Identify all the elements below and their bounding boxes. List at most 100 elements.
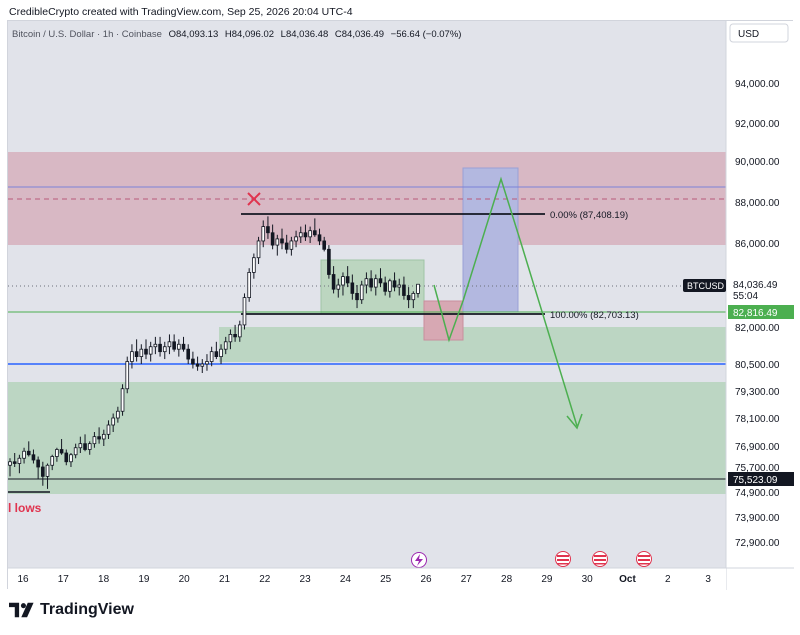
candle [200, 359, 205, 373]
resistance-zone [8, 152, 726, 245]
candle [162, 341, 167, 360]
time-tick-label: 3 [705, 574, 711, 585]
candle [336, 278, 341, 298]
candle [308, 226, 312, 243]
price-tick-label: 88,000.00 [735, 198, 780, 209]
candle [388, 278, 392, 298]
price-tick-label: 75,700.00 [735, 463, 780, 474]
price-tick-label: 92,000.00 [735, 119, 780, 130]
candle [50, 454, 55, 471]
candle [223, 336, 228, 355]
candle [26, 441, 31, 457]
tradingview-logo-icon [9, 602, 34, 618]
candle [369, 270, 373, 292]
time-tick-label: 25 [380, 574, 392, 585]
us-flag-event-icon[interactable] [636, 551, 652, 567]
svg-text:USD: USD [738, 29, 759, 40]
candle [359, 280, 364, 304]
candle [195, 356, 200, 371]
time-tick-label: 21 [219, 574, 231, 585]
projection-arrowhead-icon [566, 413, 583, 430]
time-tick-label: 18 [98, 574, 110, 585]
candle [247, 268, 251, 302]
low-value: 84,036.48 [286, 29, 328, 40]
time-axis[interactable] [8, 568, 726, 590]
candle [191, 351, 195, 369]
candle [8, 458, 12, 477]
open-value: 84,093.13 [176, 29, 218, 40]
svg-text:BTCUSD: BTCUSD [687, 281, 725, 291]
time-tick-label: 30 [582, 574, 594, 585]
candle [97, 427, 101, 444]
candle [78, 436, 83, 453]
candle [219, 344, 223, 364]
candle [373, 274, 378, 296]
candle [228, 329, 233, 350]
price-tick-label: 72,900.00 [735, 538, 780, 549]
tradingview-branding: TradingView [9, 601, 134, 619]
currency-button[interactable]: USD [729, 23, 789, 43]
close-value: 84,036.49 [342, 29, 384, 40]
candle [83, 434, 87, 452]
price-tick-label: 74,900.00 [735, 488, 780, 499]
candle [181, 336, 186, 352]
svg-text:84,036.49: 84,036.49 [733, 280, 778, 291]
candle [69, 453, 73, 467]
candle [327, 245, 331, 279]
symbol-title: Bitcoin / U.S. Dollar · 1h · Coinbase [12, 29, 162, 40]
candle [186, 344, 191, 364]
time-axis-ticks: 16 17 18 19 20 21 22 23 24 25 26 27 28 29 30 Oct 2 3 [17, 574, 711, 585]
candle [402, 276, 406, 300]
svg-text:82,816.49: 82,816.49 [733, 308, 778, 319]
time-tick-label: 23 [300, 574, 312, 585]
time-tick-label: 19 [138, 574, 150, 585]
svg-text:75,523.09: 75,523.09 [733, 475, 778, 486]
price-axis-ticks: 94,000.00 92,000.00 90,000.00 88,000.00 86,0… [735, 79, 780, 549]
candle [120, 384, 125, 416]
candle [205, 354, 209, 371]
candle [106, 420, 111, 439]
high-value: 84,096.02 [232, 29, 274, 40]
chart-attribution: CredibleCrypto created with TradingView.… [9, 6, 353, 18]
time-tick-label: 29 [541, 574, 553, 585]
candle [284, 234, 289, 254]
price-tick-label: 80,500.00 [735, 360, 780, 371]
candle [317, 228, 322, 246]
candle [55, 447, 59, 462]
candle [64, 449, 69, 466]
time-tick-label: Oct [619, 574, 636, 585]
candle [364, 272, 369, 294]
price-chart[interactable]: 0.00% (87,408.19) 100.00% (82,703.13) l … [8, 21, 794, 590]
candle [167, 334, 172, 355]
candle [92, 432, 97, 448]
last-price-tag: BTCUSD 84,036.49 55:04 [683, 277, 794, 303]
candle [411, 291, 416, 309]
candle [406, 287, 411, 309]
candle [158, 336, 162, 357]
low-label: L [281, 29, 286, 40]
fib-0-label: 0.00% (87,408.19) [550, 210, 628, 221]
candle [270, 224, 275, 250]
candle [233, 324, 237, 342]
us-flag-event-icon[interactable] [555, 551, 571, 567]
candle [214, 341, 219, 360]
candle [266, 216, 270, 239]
event-lightning-icon[interactable] [411, 552, 427, 568]
candle [111, 413, 115, 432]
price-tick-label: 90,000.00 [735, 157, 780, 168]
candle [144, 339, 148, 360]
lows-annotation: l lows [8, 501, 42, 515]
close-label: C [335, 29, 342, 40]
time-tick-label: 2 [665, 574, 671, 585]
candle [275, 234, 280, 256]
black-level-tag: 75,523.09 [728, 472, 794, 486]
candle [294, 230, 298, 248]
us-flag-event-icon[interactable] [592, 551, 608, 567]
candle [303, 224, 308, 241]
candle [17, 454, 22, 474]
time-tick-label: 17 [58, 574, 70, 585]
candle [416, 283, 420, 298]
demand-zone-upper [219, 327, 726, 362]
candle [148, 341, 153, 362]
fib-100-label: 100.00% (82,703.13) [550, 310, 639, 321]
